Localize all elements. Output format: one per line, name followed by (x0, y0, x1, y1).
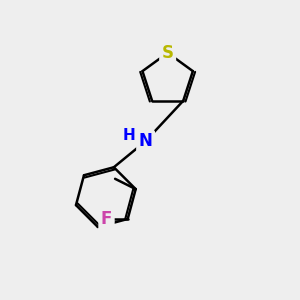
Text: S: S (162, 44, 174, 62)
Text: F: F (101, 210, 112, 228)
Text: N: N (139, 132, 152, 150)
Text: H: H (123, 128, 136, 143)
